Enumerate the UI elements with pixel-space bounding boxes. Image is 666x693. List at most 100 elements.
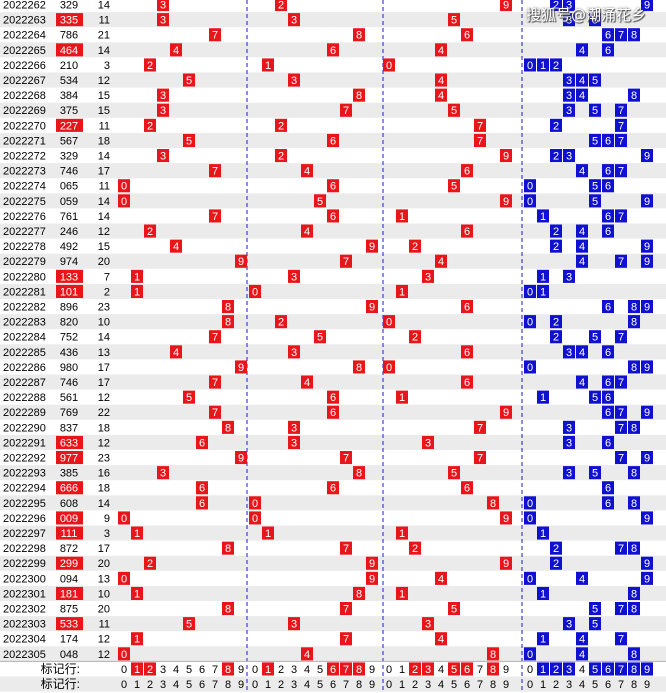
distribution-cell [602, 405, 614, 419]
footer-digit-label: 5 [317, 679, 323, 691]
position-digit-label: 4 [304, 649, 310, 661]
draw-number-label: 210 [60, 60, 78, 72]
position-digit-label: 6 [330, 211, 336, 223]
position-digit-cell [262, 526, 274, 540]
distribution-cell [576, 224, 588, 238]
period-label: 2022296 [3, 513, 46, 525]
position-digit-cell [157, 466, 169, 480]
position-digit-label: 5 [186, 75, 192, 87]
position-digit-cell [327, 179, 339, 193]
position-digit-cell [288, 73, 300, 87]
distribution-label: 3 [566, 0, 572, 12]
position-digit-cell [327, 405, 339, 419]
distribution-cell [589, 133, 601, 147]
period-label: 2022300 [3, 573, 46, 585]
footer-digit-label: 6 [605, 679, 611, 691]
position-digit-cell [474, 451, 486, 465]
period-label: 2022291 [3, 437, 46, 449]
sum-label: 10 [98, 317, 110, 329]
position-digit-cell [383, 360, 395, 374]
repeat-number-highlight [56, 43, 83, 57]
position-digit-label: 6 [464, 483, 470, 495]
position-digit-cell [118, 571, 130, 585]
distribution-cell [615, 541, 627, 555]
position-digit-cell [435, 88, 447, 102]
position-digit-label: 4 [173, 45, 179, 57]
distribution-cell [615, 375, 627, 389]
distribution-cell [602, 133, 614, 147]
distribution-label: 9 [644, 196, 650, 208]
position-digit-cell [209, 28, 221, 42]
position-digit-label: 7 [343, 453, 349, 465]
position-digit-label: 8 [225, 543, 231, 555]
position-digit-label: 4 [438, 256, 444, 268]
distribution-label: 0 [527, 513, 533, 525]
footer-digit-label: 5 [186, 679, 192, 691]
distribution-cell [602, 209, 614, 223]
period-label: 2022299 [3, 558, 46, 570]
position-digit-cell [366, 300, 378, 314]
row-backgrounds [0, 12, 666, 692]
draw-number-label: 534 [60, 75, 78, 87]
footer-mark-digit: 4 [304, 664, 310, 676]
position-digit-cell [131, 284, 143, 298]
distribution-label: 5 [592, 392, 598, 404]
distribution-label: 2 [553, 317, 559, 329]
sum-label: 15 [98, 105, 110, 117]
footer-digit-label: 0 [386, 679, 392, 691]
position-digit-cell [209, 375, 221, 389]
distribution-label: 7 [618, 211, 624, 223]
position-digit-label: 7 [212, 407, 218, 419]
position-digit-label: 3 [291, 347, 297, 359]
draw-number-label: 761 [60, 211, 78, 223]
distribution-cell [602, 375, 614, 389]
distribution-label: 4 [579, 90, 585, 102]
distribution-cell [524, 571, 536, 585]
distribution-label: 7 [618, 135, 624, 147]
position-digit-cell [474, 118, 486, 132]
position-digit-cell [170, 43, 182, 57]
position-digit-cell [288, 345, 300, 359]
position-digit-label: 5 [317, 332, 323, 344]
footer-digit-label: 2 [278, 679, 284, 691]
repeat-number-highlight [56, 118, 83, 132]
repeat-number-highlight [56, 617, 83, 631]
position-digit-cell [288, 617, 300, 631]
distribution-cell [628, 88, 640, 102]
period-label: 2022270 [3, 120, 46, 132]
distribution-label: 8 [631, 90, 637, 102]
row-background [0, 495, 666, 511]
position-digit-label: 5 [317, 196, 323, 208]
distribution-cell [641, 254, 653, 268]
distribution-label: 1 [540, 588, 546, 600]
footer-digit-label: 2 [147, 679, 153, 691]
footer-digit-label: 4 [438, 679, 444, 691]
distribution-label: 8 [631, 362, 637, 374]
period-label: 2022281 [3, 286, 46, 298]
position-digit-label: 6 [464, 347, 470, 359]
footer-marked-cell [641, 662, 653, 676]
footer-digit-label: 4 [304, 679, 310, 691]
position-digit-label: 4 [438, 75, 444, 87]
position-digit-label: 1 [134, 286, 140, 298]
position-digit-cell [222, 602, 234, 616]
footer-marked-cell [615, 662, 627, 676]
draw-number-label: 133 [60, 271, 78, 283]
position-digit-cell [209, 164, 221, 178]
footer-mark-digit: 3 [566, 664, 572, 676]
distribution-label: 6 [605, 226, 611, 238]
position-digit-label: 9 [238, 362, 244, 374]
distribution-label: 8 [631, 317, 637, 329]
position-digit-label: 2 [278, 0, 284, 12]
footer-mark-digit: 9 [369, 664, 375, 676]
footer-digit-label: 2 [412, 679, 418, 691]
footer-marked-cell [487, 662, 499, 676]
footer-mark-digit: 3 [160, 664, 166, 676]
distribution-cell [550, 149, 562, 163]
position-digit-cell [448, 602, 460, 616]
position-digit-label: 7 [212, 30, 218, 42]
position-digit-label: 1 [134, 528, 140, 540]
position-digit-label: 2 [278, 317, 284, 329]
position-digit-label: 3 [291, 437, 297, 449]
footer-digit-label: 8 [356, 679, 362, 691]
